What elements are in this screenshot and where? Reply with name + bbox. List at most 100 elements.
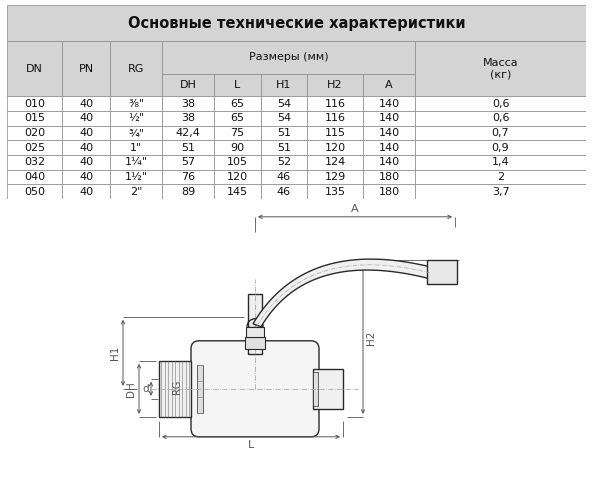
Text: 40: 40	[79, 113, 93, 123]
Text: 57: 57	[181, 157, 195, 167]
Text: DN: DN	[26, 64, 43, 74]
Bar	[110, 140, 162, 155]
Text: H2: H2	[366, 331, 376, 345]
Bar	[307, 184, 363, 199]
Text: H1: H1	[110, 346, 120, 360]
Bar	[307, 74, 363, 96]
Bar	[307, 170, 363, 184]
Text: 40: 40	[79, 157, 93, 167]
Bar	[110, 170, 162, 184]
Bar	[260, 155, 307, 170]
Text: A: A	[385, 80, 393, 90]
Bar	[197, 365, 203, 413]
Bar	[62, 41, 110, 96]
Bar	[260, 96, 307, 111]
Text: 75: 75	[231, 128, 244, 138]
Bar	[260, 184, 307, 199]
Text: 0,9: 0,9	[492, 143, 509, 153]
Bar	[246, 327, 264, 337]
Bar	[7, 111, 62, 125]
Text: 38: 38	[181, 113, 195, 123]
Bar	[214, 96, 260, 111]
Text: 135: 135	[324, 186, 346, 197]
Text: 180: 180	[378, 186, 400, 197]
Text: 025: 025	[24, 143, 45, 153]
Bar	[363, 155, 415, 170]
Bar	[307, 140, 363, 155]
Bar	[260, 74, 307, 96]
Bar	[415, 155, 586, 170]
Text: ¾": ¾"	[128, 128, 144, 138]
Bar	[162, 184, 214, 199]
Bar	[162, 140, 214, 155]
Bar	[363, 74, 415, 96]
Bar	[62, 155, 110, 170]
Text: 140: 140	[378, 128, 400, 138]
Bar	[162, 125, 214, 140]
Text: 1,4: 1,4	[492, 157, 509, 167]
Bar	[62, 140, 110, 155]
Bar	[415, 125, 586, 140]
Bar	[7, 125, 62, 140]
Text: 2": 2"	[130, 186, 142, 197]
Text: 0,6: 0,6	[492, 98, 509, 108]
Bar	[363, 140, 415, 155]
Text: 015: 015	[24, 113, 45, 123]
Bar	[260, 111, 307, 125]
Text: 51: 51	[277, 143, 291, 153]
Text: 3,7: 3,7	[492, 186, 509, 197]
Bar	[7, 170, 62, 184]
Polygon shape	[253, 259, 430, 327]
Bar	[7, 140, 62, 155]
Bar	[415, 41, 586, 96]
Text: 032: 032	[24, 157, 45, 167]
Text: 52: 52	[277, 157, 291, 167]
Text: A: A	[351, 204, 359, 214]
Bar	[62, 184, 110, 199]
Text: ³⁄₈": ³⁄₈"	[128, 98, 144, 108]
Text: RG: RG	[171, 380, 181, 394]
Bar	[62, 170, 110, 184]
Text: 116: 116	[324, 98, 346, 108]
Bar	[415, 170, 586, 184]
Text: 40: 40	[79, 128, 93, 138]
Text: 1": 1"	[130, 143, 142, 153]
Text: Размеры (мм): Размеры (мм)	[249, 52, 329, 62]
Text: 040: 040	[24, 172, 45, 182]
Text: 40: 40	[79, 172, 93, 182]
Text: 124: 124	[324, 157, 346, 167]
Bar	[110, 184, 162, 199]
Text: 120: 120	[324, 143, 346, 153]
Text: 1¼": 1¼"	[125, 157, 148, 167]
Bar	[307, 96, 363, 111]
Bar	[307, 111, 363, 125]
Text: 89: 89	[181, 186, 196, 197]
Bar	[110, 155, 162, 170]
Bar	[162, 155, 214, 170]
Text: 050: 050	[24, 186, 45, 197]
Bar	[214, 170, 260, 184]
Text: 40: 40	[79, 98, 93, 108]
Bar	[214, 111, 260, 125]
Bar	[307, 125, 363, 140]
Bar	[363, 96, 415, 111]
Bar	[363, 125, 415, 140]
Bar	[415, 111, 586, 125]
Text: 40: 40	[79, 143, 93, 153]
Text: L: L	[234, 80, 241, 90]
Text: 145: 145	[227, 186, 248, 197]
Bar	[162, 96, 214, 111]
Bar	[7, 155, 62, 170]
Text: 115: 115	[324, 128, 346, 138]
Text: H1: H1	[276, 80, 291, 90]
Text: 90: 90	[231, 143, 244, 153]
Text: 46: 46	[277, 186, 291, 197]
Bar	[313, 369, 343, 409]
Bar	[110, 125, 162, 140]
Bar	[363, 111, 415, 125]
Bar	[214, 184, 260, 199]
Bar	[110, 96, 162, 111]
Text: 65: 65	[231, 113, 244, 123]
Bar	[7, 41, 62, 96]
Bar	[214, 125, 260, 140]
